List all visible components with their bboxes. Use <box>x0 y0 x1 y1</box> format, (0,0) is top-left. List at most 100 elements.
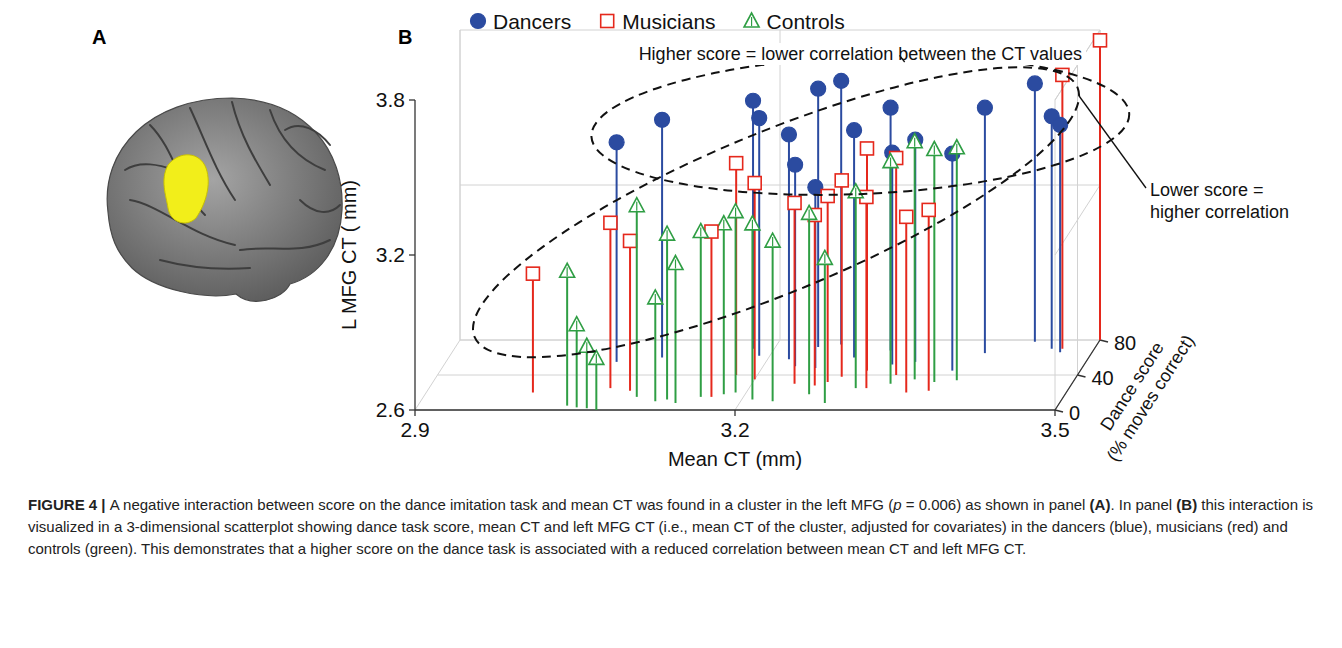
stem <box>723 224 725 395</box>
stem <box>814 215 816 386</box>
point <box>900 210 913 223</box>
legend-marker <box>471 14 486 29</box>
point <box>821 190 834 203</box>
marker-hatch <box>735 208 736 217</box>
legend-label: Musicians <box>622 10 715 33</box>
point <box>1053 117 1068 132</box>
sulcus <box>160 260 250 269</box>
legend-label: Controls <box>767 10 845 33</box>
stem <box>928 210 930 391</box>
point <box>668 256 683 270</box>
x-tick-label: 3.5 <box>1040 418 1069 441</box>
point <box>907 134 922 148</box>
stem <box>794 203 796 384</box>
point <box>693 224 708 238</box>
stem <box>914 142 916 380</box>
legend-marker <box>601 15 614 28</box>
z-tick-label: 40 <box>1092 367 1114 389</box>
caption-text: FIGURE 4 | <box>28 496 110 513</box>
stem <box>1059 125 1061 352</box>
annotation: Lower score =higher correlation <box>1150 180 1289 222</box>
stem <box>710 232 712 397</box>
stem <box>616 142 618 362</box>
z-tick-label: 0 <box>1069 402 1080 424</box>
stem <box>666 234 668 399</box>
annotations: Higher score = lower correlation between… <box>444 14 1289 411</box>
point <box>609 135 624 150</box>
group-ellipse <box>444 14 1108 411</box>
stem <box>956 148 958 381</box>
y-axis-title: L MFG CT ( mm) <box>338 180 360 330</box>
marker-hatch <box>890 158 891 167</box>
stem <box>758 118 760 356</box>
stem <box>532 274 534 393</box>
grid-line-back <box>460 30 461 340</box>
marker-hatch <box>914 138 915 147</box>
point <box>745 216 760 230</box>
stem <box>984 108 986 353</box>
point <box>835 174 848 187</box>
legend-label: Dancers <box>493 10 571 33</box>
stem <box>890 162 892 384</box>
x-tick <box>734 410 735 416</box>
stem <box>576 325 578 408</box>
point <box>802 205 817 219</box>
point <box>765 233 780 247</box>
caption: FIGURE 4 | A negative interaction betwee… <box>28 494 1314 560</box>
brain-outline <box>107 98 342 301</box>
y-tick <box>409 254 415 255</box>
panel-label: B <box>398 26 412 48</box>
point <box>1027 76 1042 91</box>
marker-hatch <box>772 237 773 246</box>
stem <box>841 180 843 376</box>
wall-edge <box>460 30 461 340</box>
figure: AB2.93.23.52.63.23.804080Mean CT (mm)L M… <box>0 0 1342 488</box>
point <box>730 157 743 170</box>
point <box>624 234 637 247</box>
caption-text: . In panel <box>1110 496 1176 513</box>
point <box>788 157 803 172</box>
stem <box>865 197 867 388</box>
stem <box>933 150 935 383</box>
sulcus <box>285 126 330 145</box>
data <box>526 34 1106 410</box>
stem <box>751 224 753 400</box>
label-patch <box>635 43 1086 65</box>
z-tick-label: 80 <box>1114 332 1136 354</box>
y-tick <box>409 99 415 100</box>
marker-hatch <box>824 254 825 263</box>
point <box>834 73 849 88</box>
point <box>883 154 898 168</box>
z-tick <box>1078 375 1086 377</box>
stem <box>609 223 611 388</box>
marker-hatch <box>956 144 957 153</box>
marker-hatch <box>751 17 752 26</box>
marker-hatch <box>809 209 810 218</box>
x-tick-label: 2.9 <box>400 418 429 441</box>
marker-hatch <box>855 188 856 197</box>
point <box>949 140 964 154</box>
stem <box>586 346 588 408</box>
sulcus <box>240 240 330 250</box>
stem <box>772 241 774 401</box>
sulcus <box>300 200 340 212</box>
grid-line-side <box>1100 30 1101 340</box>
marker-hatch <box>675 260 676 269</box>
point <box>655 112 670 127</box>
stem <box>595 358 597 410</box>
marker-hatch <box>567 267 568 276</box>
caption-text: (A) <box>1090 496 1111 513</box>
marker-hatch <box>666 230 667 239</box>
legend: Dancers Musicians Controls <box>471 10 845 33</box>
stem <box>654 298 656 401</box>
x-axis-title: Mean CT (mm) <box>668 448 802 470</box>
annotation-line: Lower score = <box>1150 180 1264 200</box>
grid-line-back <box>1100 30 1101 340</box>
marker-hatch <box>723 220 724 229</box>
point <box>660 226 675 240</box>
y-tick-label: 3.8 <box>376 88 405 111</box>
point <box>604 216 617 229</box>
cluster-left-mfg <box>164 155 208 223</box>
leader-line <box>899 55 904 62</box>
point <box>526 267 539 280</box>
